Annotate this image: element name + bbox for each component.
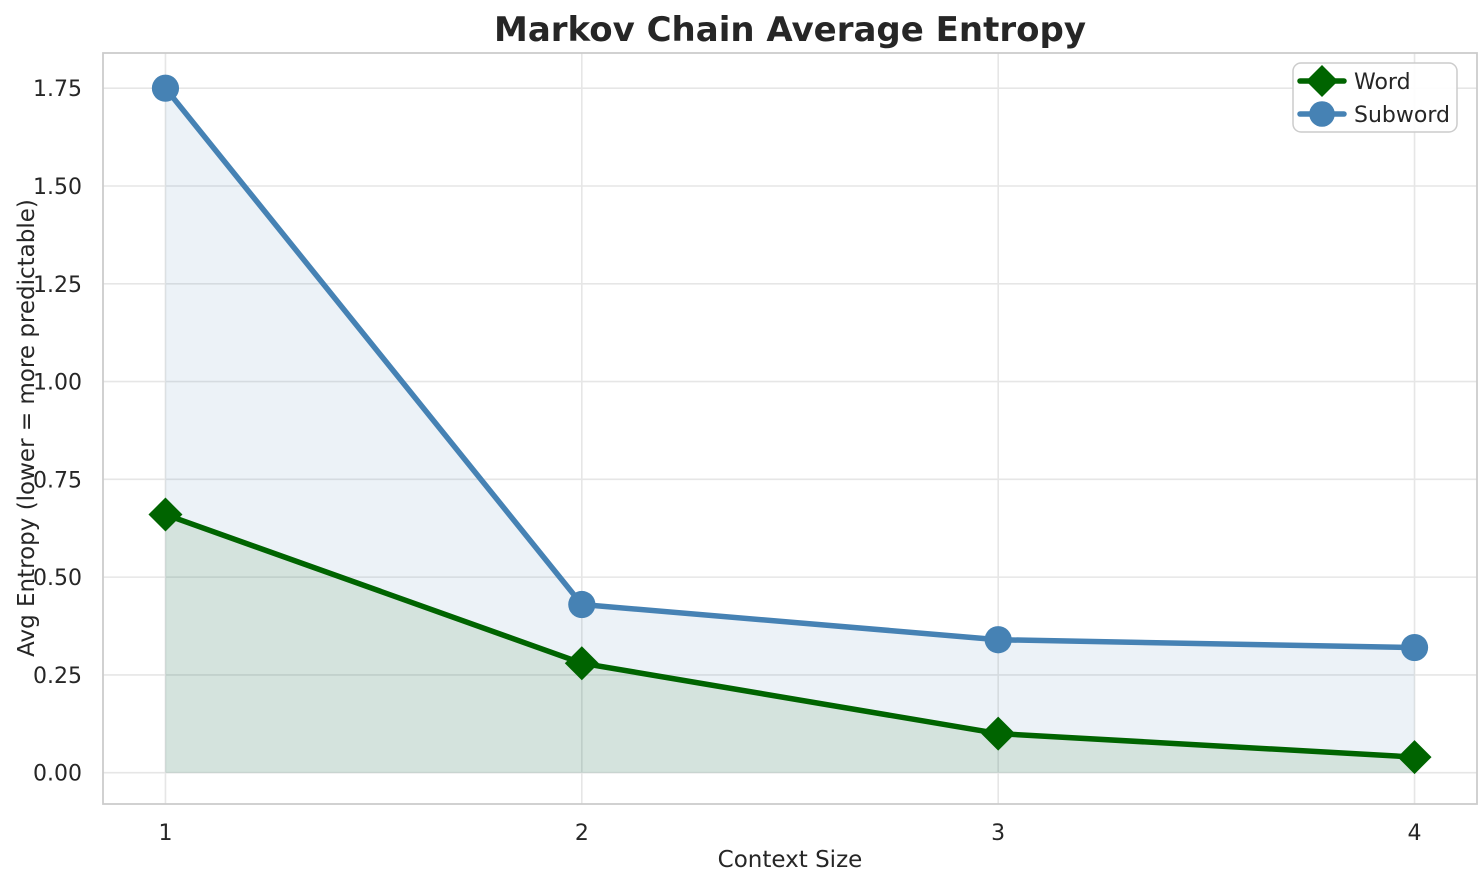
x-tick-label: 2 <box>575 821 589 846</box>
marker-subword <box>984 626 1012 654</box>
x-axis-label: Context Size <box>718 847 863 873</box>
marker-subword <box>151 74 180 102</box>
marker-word <box>148 497 183 532</box>
series-lines <box>162 85 1418 760</box>
y-tick-label: 0.50 <box>33 566 82 591</box>
line-subword <box>162 85 1418 651</box>
area-fill-subword <box>165 88 1415 773</box>
y-tick-label: 1.75 <box>33 77 82 102</box>
marker-subword <box>568 590 596 619</box>
y-tick-label: 1.25 <box>33 273 82 298</box>
y-tick-label: 0.75 <box>33 468 82 493</box>
legend-marker-word <box>1306 65 1338 97</box>
marker-word <box>1397 740 1432 775</box>
y-tick-label: 0.00 <box>33 762 82 787</box>
area-fill-word <box>165 514 1415 773</box>
legend-label: Subword <box>1354 103 1450 128</box>
marker-word <box>564 646 599 681</box>
chart-title: Markov Chain Average Entropy <box>494 10 1086 50</box>
x-tick-label: 3 <box>991 821 1005 846</box>
x-tick-label: 1 <box>158 821 172 846</box>
y-tick-label: 0.25 <box>33 664 82 689</box>
area-fills <box>165 88 1415 773</box>
legend-label: Word <box>1354 70 1411 95</box>
legend-marker-subword <box>1309 101 1335 127</box>
x-tick-labels: 1 2 3 4 <box>158 821 1421 846</box>
marker-word <box>981 716 1016 751</box>
y-tick-label: 1.50 <box>33 175 82 200</box>
x-tick-label: 4 <box>1408 821 1422 846</box>
marker-subword <box>1400 633 1429 662</box>
line-word <box>162 511 1418 760</box>
series-markers <box>148 74 1432 775</box>
gridlines <box>103 53 1477 804</box>
plot-border <box>102 52 1478 805</box>
y-tick-labels: 0.00 0.25 0.50 0.75 1.00 1.25 1.50 1.75 <box>33 77 82 787</box>
y-tick-label: 1.00 <box>33 371 82 396</box>
legend: Word Subword <box>1292 62 1458 133</box>
y-axis-label: Avg Entropy (lower = more predictable) <box>14 199 40 657</box>
